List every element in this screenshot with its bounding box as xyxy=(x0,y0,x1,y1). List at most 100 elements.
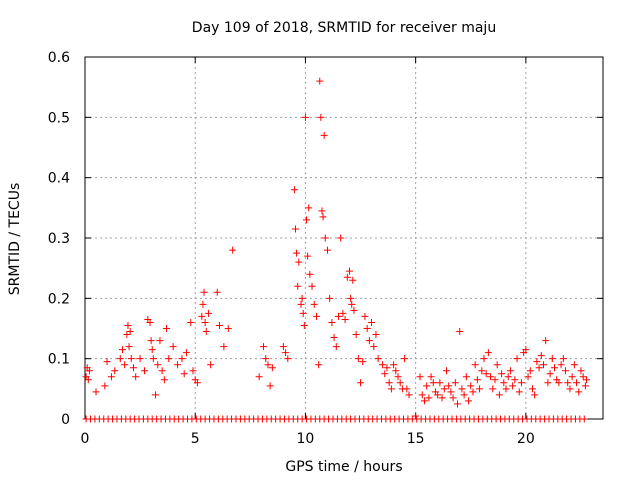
data-point xyxy=(198,312,206,320)
data-point xyxy=(124,321,132,329)
data-point xyxy=(568,373,576,381)
data-point xyxy=(213,288,221,296)
data-point xyxy=(320,131,328,139)
data-point xyxy=(125,343,133,351)
data-point xyxy=(201,318,209,326)
data-point xyxy=(116,355,124,363)
data-point xyxy=(551,364,559,372)
data-point xyxy=(156,337,164,345)
data-point xyxy=(303,216,311,224)
y-axis-tick-label: 0.5 xyxy=(48,110,70,126)
data-point xyxy=(350,306,358,314)
data-point xyxy=(294,282,302,290)
data-point xyxy=(493,361,501,369)
data-point xyxy=(484,349,492,357)
data-point xyxy=(290,186,298,194)
data-point xyxy=(480,355,488,363)
data-point xyxy=(107,373,115,381)
data-point xyxy=(189,367,197,375)
data-point xyxy=(126,328,134,336)
data-point xyxy=(379,361,387,369)
data-point xyxy=(297,300,305,308)
data-point xyxy=(359,358,367,366)
data-point xyxy=(215,321,223,329)
data-point xyxy=(229,246,237,254)
data-point xyxy=(566,385,574,393)
data-point xyxy=(305,204,313,212)
x-axis-tick-label: 0 xyxy=(81,431,90,447)
data-point xyxy=(522,346,530,354)
data-point xyxy=(390,361,398,369)
data-point xyxy=(220,343,228,351)
data-point xyxy=(165,355,173,363)
data-point xyxy=(357,379,365,387)
data-point xyxy=(298,294,306,302)
data-point xyxy=(570,361,578,369)
data-point xyxy=(334,312,342,320)
data-point xyxy=(487,373,495,381)
data-point xyxy=(323,246,331,254)
data-point xyxy=(564,379,572,387)
y-axis-tick-label: 0.3 xyxy=(48,231,70,247)
y-axis-tick-label: 0 xyxy=(61,412,70,428)
data-point xyxy=(476,385,484,393)
data-point xyxy=(546,370,554,378)
data-point xyxy=(392,367,400,375)
data-point xyxy=(533,358,541,366)
data-point xyxy=(182,349,190,357)
data-point xyxy=(396,379,404,387)
data-point xyxy=(436,379,444,387)
data-point xyxy=(489,385,497,393)
data-point xyxy=(370,343,378,351)
data-point xyxy=(363,325,371,332)
data-point xyxy=(295,258,303,266)
data-point xyxy=(341,315,349,323)
axes-layer: 0 5 10 15 20 0 0.1 0.2 0.3 0.4 0.5 0.6 xyxy=(48,50,604,447)
data-point xyxy=(478,367,486,375)
data-point xyxy=(383,364,391,372)
data-point xyxy=(425,394,433,402)
data-point xyxy=(111,367,119,375)
data-point xyxy=(304,252,312,260)
data-point xyxy=(187,318,195,326)
data-point xyxy=(328,318,336,326)
data-point xyxy=(473,376,481,384)
data-point xyxy=(337,234,345,242)
data-point xyxy=(442,367,450,375)
data-point xyxy=(511,376,519,384)
points-layer xyxy=(82,77,590,423)
data-point xyxy=(260,343,268,351)
data-point xyxy=(224,325,232,332)
data-point xyxy=(204,309,212,317)
data-point xyxy=(317,113,325,121)
y-axis-tick-label: 0.4 xyxy=(48,171,70,187)
data-point xyxy=(361,312,369,320)
data-point xyxy=(509,382,517,390)
data-point xyxy=(447,388,455,396)
x-axis-label: GPS time / hours xyxy=(285,459,402,475)
data-point xyxy=(312,312,320,320)
data-point xyxy=(394,373,402,381)
data-point xyxy=(300,321,308,329)
x-axis-tick-label: 5 xyxy=(191,431,200,447)
data-point xyxy=(542,337,550,345)
data-point xyxy=(292,225,300,233)
data-point xyxy=(418,391,426,399)
data-point xyxy=(348,300,356,308)
data-point xyxy=(266,382,274,390)
data-point xyxy=(427,373,435,381)
data-point xyxy=(401,355,409,363)
data-point xyxy=(127,355,135,363)
data-point xyxy=(146,318,154,326)
data-point xyxy=(163,325,171,332)
data-point xyxy=(557,361,565,369)
data-point xyxy=(579,373,587,381)
data-point xyxy=(354,355,362,363)
data-point xyxy=(169,343,177,351)
data-point xyxy=(544,379,552,387)
data-point xyxy=(293,249,301,257)
data-point xyxy=(471,361,479,369)
data-point xyxy=(101,382,109,390)
data-point xyxy=(202,328,210,336)
data-point xyxy=(85,367,93,375)
